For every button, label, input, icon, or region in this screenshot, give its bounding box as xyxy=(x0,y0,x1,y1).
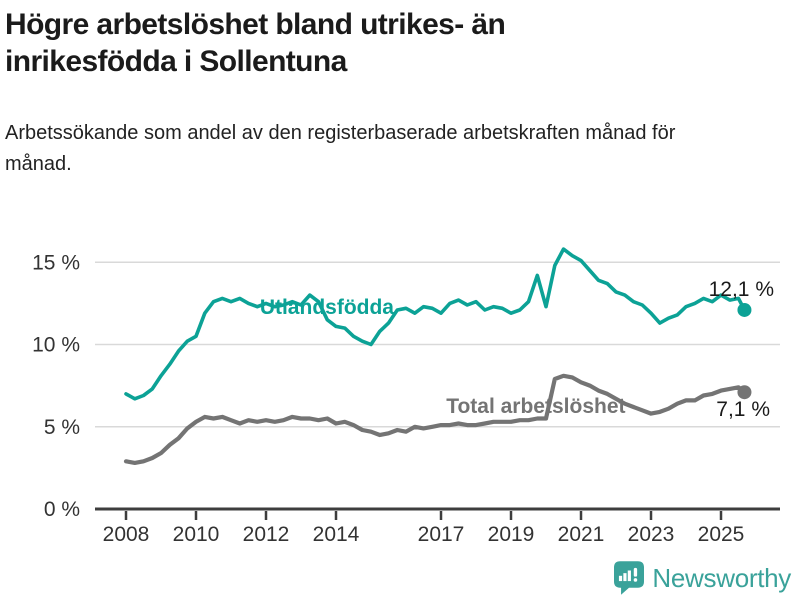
x-axis-tick-label: 2012 xyxy=(243,523,290,546)
series-inline-label: Utlandsfödda xyxy=(260,296,394,319)
chart-subtitle: Arbetssökande som andel av den registerb… xyxy=(5,122,676,175)
x-axis-tick-label: 2019 xyxy=(488,523,535,546)
x-axis-tick-label: 2008 xyxy=(103,523,150,546)
y-axis-tick-label: 5 % xyxy=(44,416,80,439)
x-axis-tick-label: 2023 xyxy=(628,523,675,546)
x-axis-tick-label: 2021 xyxy=(558,523,605,546)
y-axis-tick-label: 10 % xyxy=(32,334,80,357)
y-axis-tick-label: 15 % xyxy=(32,251,80,274)
x-axis-tick-label: 2025 xyxy=(698,523,745,546)
x-axis-tick-label: 2010 xyxy=(173,523,220,546)
title-line-1: Högre arbetslöshet bland utrikes- än xyxy=(5,8,506,41)
y-axis-tick-label: 0 % xyxy=(44,498,80,521)
chart-header: Högre arbetslöshet bland utrikes- än inr… xyxy=(5,6,796,180)
series-line-utlandsfodda xyxy=(124,247,747,401)
series-end-dot-utlandsfodda xyxy=(737,302,752,317)
series-end-value-label: 7,1 % xyxy=(716,398,770,421)
series-line-total xyxy=(123,373,747,465)
page-title: Högre arbetslöshet bland utrikes- än inr… xyxy=(5,6,796,80)
newsworthy-speech-bubble-chart-icon xyxy=(614,561,645,595)
x-axis-tick-label: 2017 xyxy=(418,523,465,546)
title-line-2: inrikesfödda i Sollentuna xyxy=(5,45,347,78)
x-axis-tick-label: 2014 xyxy=(313,523,360,546)
brand-name: Newsworthy xyxy=(652,562,791,593)
brand-footer: Newsworthy xyxy=(614,561,791,595)
series-end-dot-total xyxy=(737,385,752,400)
series-inline-label: Total arbetslöshet xyxy=(446,395,625,418)
series-end-value-label: 12,1 % xyxy=(709,278,774,301)
